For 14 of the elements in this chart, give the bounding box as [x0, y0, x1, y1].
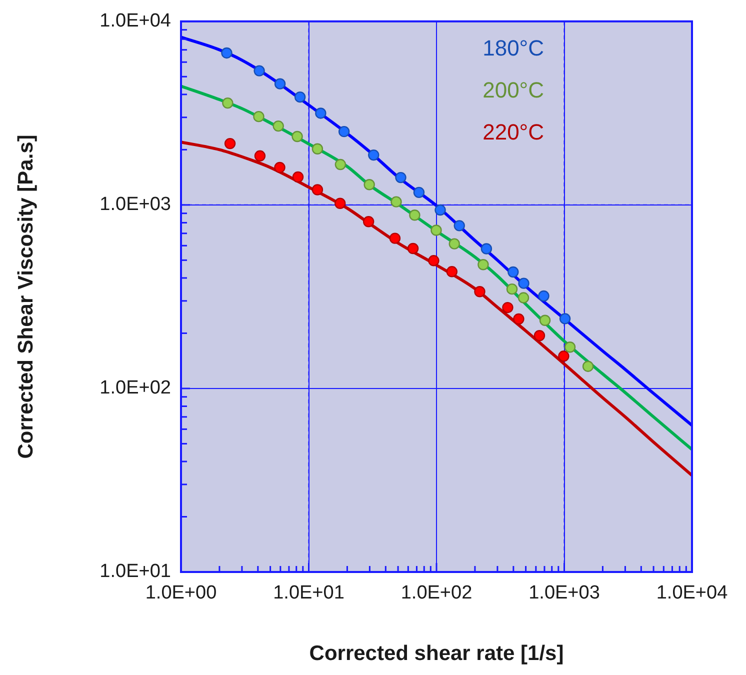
- x-tick-label: 1.0E+03: [528, 582, 600, 604]
- y-tick-label: 1.0E+02: [100, 378, 171, 399]
- y-axis-title: Corrected Shear Viscosity [Pa.s]: [14, 134, 38, 459]
- x-axis-title: Corrected shear rate [1/s]: [309, 642, 564, 666]
- text: 220°C: [482, 119, 544, 144]
- text: 200°C: [482, 77, 544, 102]
- x-tick-label: 1.0E+01: [273, 582, 344, 604]
- x-tick-label: 1.0E+04: [656, 582, 728, 604]
- text: 180°C: [482, 35, 544, 60]
- y-tick-label: 1.0E+04: [100, 10, 172, 32]
- x-tick-label: 1.0E+00: [145, 582, 217, 604]
- y-tick-label: 1.0E+03: [100, 194, 171, 216]
- x-tick-label: 1.0E+02: [400, 582, 472, 604]
- y-tick-label: 1.0E+01: [100, 561, 171, 582]
